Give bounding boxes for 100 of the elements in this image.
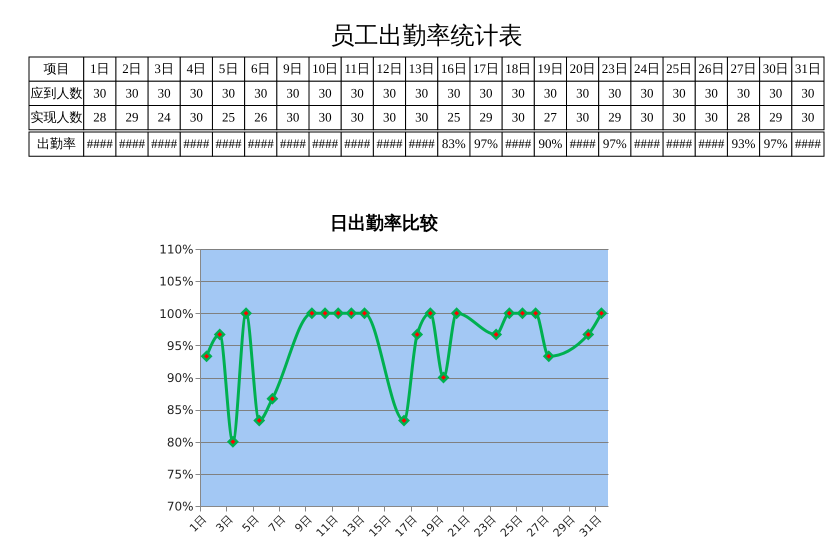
data-label: 30 (512, 110, 525, 125)
data-label: 30 (125, 85, 138, 100)
point (398, 415, 410, 426)
point (596, 308, 607, 319)
x-tick-label: 3日 (213, 512, 236, 535)
text: #### (376, 136, 402, 152)
text: #### (248, 136, 274, 152)
x-tick-label: 9日 (292, 512, 314, 535)
data-label: 30 (350, 85, 364, 100)
y-tick-label: 70% (166, 500, 194, 514)
point (201, 350, 212, 362)
text: 83% (442, 136, 466, 152)
text: #### (183, 136, 210, 152)
point (214, 329, 226, 340)
x-tick-label: 4日 (186, 61, 206, 76)
text: #### (280, 136, 306, 152)
point (438, 372, 449, 383)
chart-title: 员工出勤率统计表 (330, 22, 522, 50)
text: 97% (474, 136, 498, 152)
data-label: 30 (576, 110, 590, 125)
text: #### (86, 136, 113, 152)
text: 97% (602, 136, 627, 152)
y-tick-label: 75% (166, 467, 194, 482)
data-label: 30 (640, 85, 654, 100)
data-label: 30 (544, 85, 557, 100)
data-label: 30 (415, 85, 428, 100)
y-tick-label: 实现人数 (30, 110, 82, 125)
data-label: 30 (737, 85, 750, 100)
data-label: 30 (350, 110, 364, 125)
x-tick-label: 13日 (408, 61, 435, 76)
text: #### (151, 136, 178, 152)
data-label: 24 (158, 110, 172, 125)
text: #### (666, 136, 692, 152)
point (306, 308, 318, 319)
data-label: 29 (480, 110, 493, 125)
x-tick-label: 11日 (344, 61, 370, 76)
text: #### (408, 136, 435, 152)
data-label: 30 (608, 85, 622, 100)
data-label: 30 (382, 110, 396, 125)
data-label: 26 (254, 110, 268, 125)
data-label: 27 (544, 110, 558, 125)
x-tick-label: 13日 (340, 512, 367, 540)
x-tick-label: 9日 (283, 61, 303, 76)
x-tick-label: 15日 (366, 512, 394, 540)
text: #### (634, 136, 660, 152)
text: #### (312, 136, 338, 152)
data-label: 30 (576, 85, 590, 100)
point (543, 350, 554, 362)
data-label: 30 (190, 85, 203, 100)
y-tick-label: 95% (166, 338, 194, 353)
point (240, 308, 252, 319)
data-label: 30 (382, 85, 396, 100)
data-label: 25 (222, 110, 236, 125)
y-tick-label: 100% (159, 306, 194, 321)
data-label: 28 (737, 110, 750, 125)
data-label: 29 (125, 110, 138, 125)
text: #### (216, 136, 242, 152)
x-tick-label: 12日 (376, 61, 402, 76)
data-label: 30 (158, 85, 171, 100)
y-tick-label: 85% (166, 403, 194, 418)
point (517, 308, 528, 319)
data-label: 30 (512, 85, 525, 100)
y-tick-label: 90% (166, 371, 194, 385)
point (504, 308, 515, 319)
x-tick-label: 27日 (730, 61, 757, 76)
text: #### (118, 136, 145, 152)
x-tick-label: 23日 (602, 61, 628, 76)
data-label: 25 (447, 110, 460, 125)
y-tick-label: 出勤率 (36, 136, 76, 152)
x-tick-label: 2日 (122, 61, 142, 76)
point (530, 308, 542, 319)
data-label: 28 (93, 110, 106, 125)
point (451, 308, 462, 319)
x-tick-label: 1日 (90, 61, 110, 76)
x-tick-label: 24日 (634, 61, 660, 76)
x-tick-label: 1日 (187, 512, 209, 535)
data-label: 30 (318, 110, 332, 125)
x-tick-label: 30日 (762, 61, 789, 76)
point (332, 308, 344, 319)
data-label: 30 (254, 85, 268, 100)
x-tick-label: 31日 (576, 512, 604, 540)
x-tick-label: 5日 (218, 61, 238, 76)
text: #### (344, 136, 370, 152)
x-tick-label: 26日 (698, 61, 724, 76)
x-tick-label: 16日 (440, 61, 467, 76)
x-tick-label: 18日 (505, 61, 532, 76)
x-tick-label: 31日 (794, 61, 821, 76)
text: 97% (764, 136, 788, 152)
point (320, 308, 330, 319)
x-tick-label: 19日 (419, 512, 446, 540)
data-label: 30 (801, 110, 814, 125)
data-label: 30 (480, 85, 493, 100)
data-label: 30 (801, 85, 814, 100)
text: #### (570, 136, 596, 152)
text: #### (794, 136, 821, 152)
chart-title: 日出勤率比较 (330, 213, 439, 234)
x-tick-label: 23日 (472, 512, 499, 540)
data-label: 30 (447, 85, 460, 100)
x-tick-label: 10日 (312, 61, 338, 76)
y-tick-label: 80% (166, 435, 194, 450)
